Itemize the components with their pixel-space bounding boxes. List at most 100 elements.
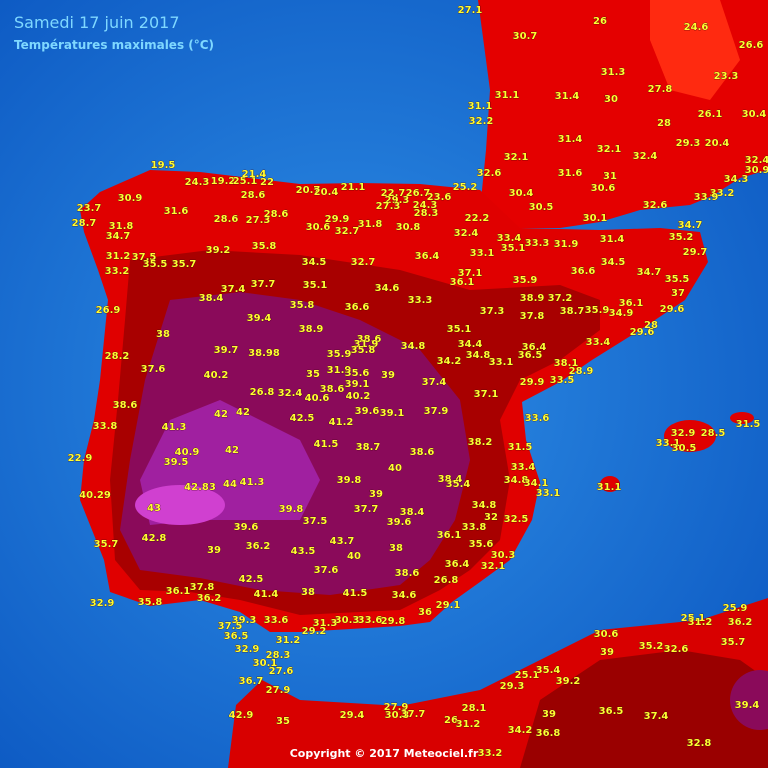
station-temperature: 31.9 [354,339,379,350]
station-temperature: 39.1 [345,379,370,390]
station-temperature: 32.4 [278,388,303,399]
station-temperature: 38.6 [320,384,345,395]
station-temperature: 34.3 [724,174,749,185]
station-temperature: 31.1 [495,90,520,101]
station-temperature: 36.1 [166,586,191,597]
station-temperature: 34.6 [375,283,400,294]
station-temperature: 39.2 [556,676,581,687]
station-temperature: 33.1 [470,248,495,259]
station-temperature: 34.7 [678,220,703,231]
station-temperature: 32.1 [504,152,529,163]
station-temperature: 35 [306,369,320,380]
station-temperature: 40.6 [305,393,330,404]
station-temperature: 36.2 [728,617,753,628]
station-temperature: 21.1 [341,182,366,193]
station-temperature: 20.7 [296,185,321,196]
station-temperature: 28.5 [701,428,726,439]
station-temperature: 29.3 [500,681,525,692]
title: Samedi 17 juin 2017 [14,13,180,32]
very-hot-zone-africa [730,670,768,730]
station-temperature: 33.8 [93,421,118,432]
station-temperature: 29.7 [683,247,708,258]
station-temperature: 33.1 [536,488,561,499]
station-temperature: 42.9 [229,710,254,721]
station-temperature: 33.2 [478,748,503,759]
station-temperature: 40.2 [346,391,371,402]
station-temperature: 37.7 [354,504,379,515]
station-temperature: 39.4 [735,700,760,711]
station-temperature: 32.6 [664,644,689,655]
station-temperature: 44 [223,479,237,490]
station-temperature: 36 [418,607,432,618]
station-temperature: 30.4 [742,109,767,120]
station-temperature: 37.2 [548,293,573,304]
station-temperature: 27.8 [648,84,673,95]
station-temperature: 26.6 [739,40,764,51]
station-temperature: 33.2 [105,266,130,277]
station-temperature: 28 [644,320,658,331]
station-temperature: 22 [260,177,274,188]
station-temperature: 36.5 [224,631,249,642]
station-temperature: 42 [214,409,228,420]
station-temperature: 20.4 [314,187,339,198]
station-temperature: 24.6 [684,22,709,33]
station-temperature: 42.5 [239,574,264,585]
station-temperature: 31.4 [555,91,580,102]
station-temperature: 28.3 [414,208,439,219]
station-temperature: 38.6 [357,334,382,345]
station-temperature: 29.2 [302,626,327,637]
station-temperature: 31.6 [558,168,583,179]
station-temperature: 34.7 [106,231,131,242]
station-temperature: 41.3 [240,477,265,488]
station-temperature: 39.8 [279,504,304,515]
station-temperature: 37.5 [132,252,157,263]
station-temperature: 30.5 [672,443,697,454]
station-temperature: 36.4 [522,342,547,353]
station-temperature: 34.5 [601,257,626,268]
station-temperature: 32.6 [477,168,502,179]
station-temperature: 42.83 [184,482,216,493]
station-temperature: 30.1 [253,658,278,669]
station-temperature: 32.2 [469,116,494,127]
station-temperature: 35.2 [669,232,694,243]
station-temperature: 26.8 [250,387,275,398]
station-temperature: 41.5 [314,439,339,450]
station-temperature: 37.4 [422,377,447,388]
station-temperature: 39 [207,545,221,556]
station-temperature: 35.4 [536,665,561,676]
station-temperature: 37.6 [141,364,166,375]
station-temperature: 25.1 [233,176,258,187]
station-temperature: 30.3 [335,615,360,626]
station-temperature: 38.9 [520,293,545,304]
station-temperature: 32.7 [335,226,360,237]
station-temperature: 37.5 [218,621,243,632]
station-temperature: 27.1 [458,5,483,16]
station-temperature: 37.4 [644,711,669,722]
station-temperature: 37.3 [480,306,505,317]
station-temperature: 38.6 [395,568,420,579]
station-temperature: 39.4 [247,313,272,324]
station-temperature: 41.2 [329,417,354,428]
station-temperature: 31.4 [600,234,625,245]
station-temperature: 30.6 [594,629,619,640]
station-temperature: 39.6 [355,406,380,417]
station-temperature: 38.4 [438,474,463,485]
island [730,412,754,424]
station-temperature: 29.3 [676,138,701,149]
station-temperature: 30.3 [491,550,516,561]
station-temperature: 35.9 [585,305,610,316]
station-temperature: 33.4 [511,462,536,473]
station-temperature: 32 [484,512,498,523]
station-temperature: 36.5 [599,706,624,717]
station-temperature: 28.3 [266,650,291,661]
station-temperature: 29.9 [520,377,545,388]
station-temperature: 25.2 [453,182,478,193]
station-temperature: 24.3 [413,200,438,211]
station-temperature: 26.9 [96,305,121,316]
station-temperature: 28.6 [264,209,289,220]
station-temperature: 34.1 [524,478,549,489]
station-temperature: 30.5 [529,202,554,213]
station-temperature: 41.5 [343,588,368,599]
station-temperature: 38.9 [299,324,324,335]
station-temperature: 30.9 [118,193,143,204]
